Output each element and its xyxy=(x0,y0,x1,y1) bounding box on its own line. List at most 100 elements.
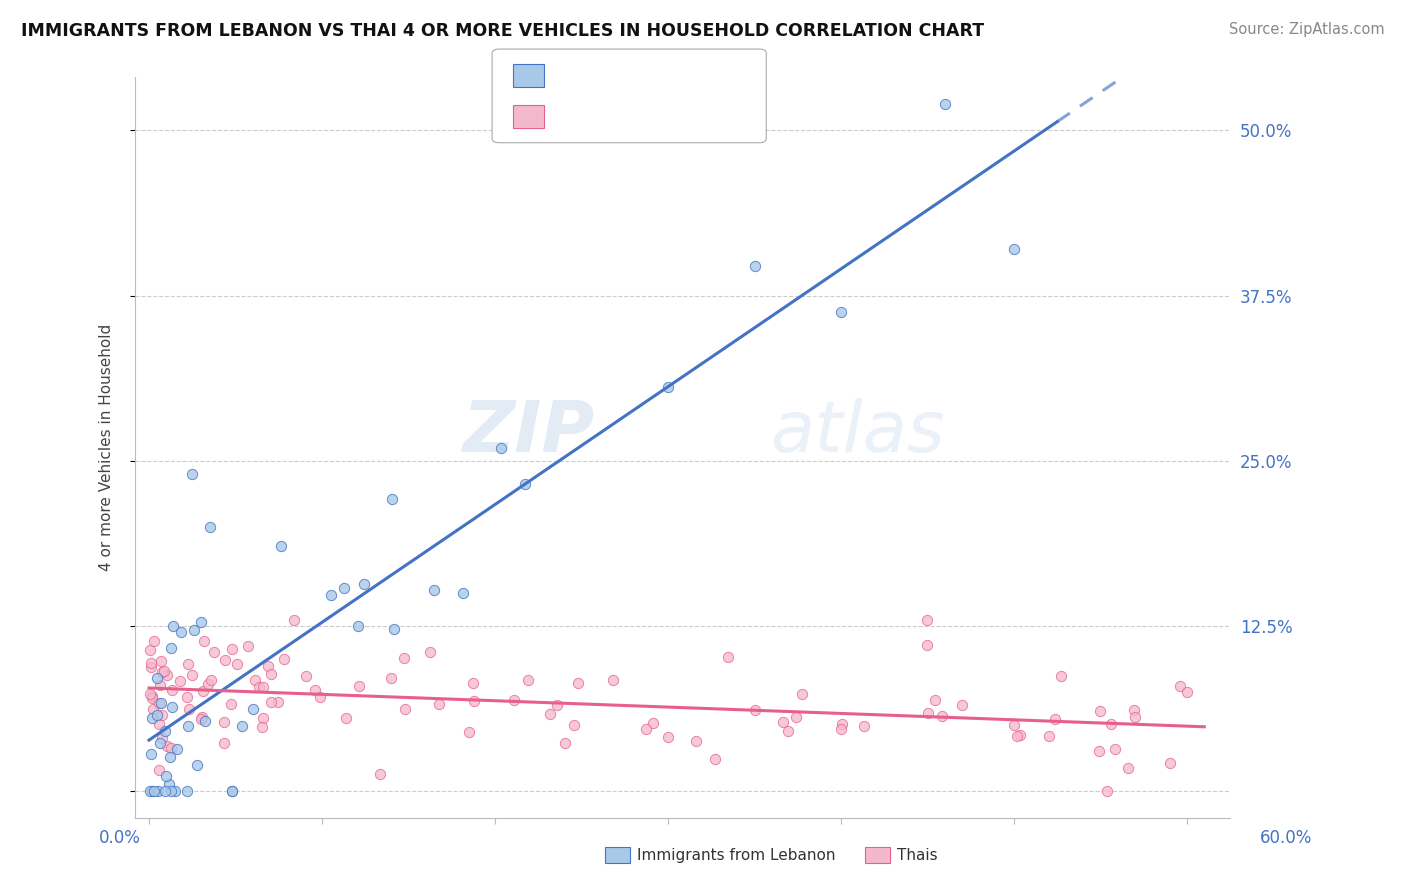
Point xyxy=(139,784,162,798)
Point xyxy=(150,707,173,722)
Point xyxy=(150,665,173,679)
Point xyxy=(1104,742,1126,756)
Point xyxy=(153,784,176,798)
Text: Thais: Thais xyxy=(897,848,938,863)
Point xyxy=(146,784,169,798)
Point xyxy=(191,683,214,698)
Point xyxy=(931,708,953,723)
Point xyxy=(546,698,568,713)
Y-axis label: 4 or more Vehicles in Household: 4 or more Vehicles in Household xyxy=(100,324,114,571)
Point xyxy=(219,697,242,711)
Point xyxy=(491,442,513,456)
Point xyxy=(540,707,562,722)
Point xyxy=(830,723,852,737)
Point xyxy=(1175,684,1198,698)
Point xyxy=(785,709,807,723)
Point xyxy=(214,714,236,729)
Point xyxy=(139,656,162,670)
Point xyxy=(149,678,172,692)
Point xyxy=(353,577,375,591)
Point xyxy=(1002,718,1025,732)
Point xyxy=(562,717,585,731)
Point xyxy=(1088,744,1111,758)
Point xyxy=(657,380,679,394)
Point xyxy=(1095,784,1118,798)
Point xyxy=(162,700,184,714)
Point xyxy=(194,714,217,728)
Point xyxy=(502,693,524,707)
Text: 60.0%: 60.0% xyxy=(1260,829,1313,847)
Point xyxy=(335,711,357,725)
Point xyxy=(516,673,538,687)
Point xyxy=(138,642,160,657)
Point xyxy=(347,679,370,693)
Point xyxy=(236,639,259,653)
Point xyxy=(141,691,163,706)
Point xyxy=(295,669,318,683)
Point xyxy=(602,673,624,687)
Point xyxy=(1118,761,1140,775)
Point xyxy=(149,697,172,711)
Point xyxy=(160,640,183,655)
Point xyxy=(141,784,163,798)
Point xyxy=(382,622,405,636)
Text: R = -0.313   N = 110: R = -0.313 N = 110 xyxy=(553,107,741,125)
Point xyxy=(190,615,212,629)
Point xyxy=(160,741,183,756)
Point xyxy=(1090,704,1112,718)
Point xyxy=(368,767,391,781)
Point xyxy=(243,673,266,687)
Point xyxy=(177,719,200,733)
Point xyxy=(157,777,180,791)
Point xyxy=(160,683,183,698)
Point xyxy=(138,688,160,702)
Point xyxy=(1123,710,1146,724)
Point xyxy=(159,750,181,764)
Point xyxy=(1050,669,1073,683)
Point xyxy=(830,305,852,319)
Point xyxy=(198,520,221,534)
Point xyxy=(181,467,204,482)
Text: Source: ZipAtlas.com: Source: ZipAtlas.com xyxy=(1229,22,1385,37)
Point xyxy=(142,633,165,648)
Point xyxy=(231,719,253,733)
Point xyxy=(190,709,212,723)
Point xyxy=(260,696,283,710)
Text: R =  0.702   N =  50: R = 0.702 N = 50 xyxy=(553,66,734,84)
Text: Immigrants from Lebanon: Immigrants from Lebanon xyxy=(637,848,835,863)
Point xyxy=(744,703,766,717)
Point xyxy=(283,613,305,627)
Point xyxy=(1002,242,1025,256)
Point xyxy=(143,784,166,798)
Point xyxy=(226,657,249,672)
Point xyxy=(394,702,416,716)
Point xyxy=(221,784,243,798)
Point xyxy=(202,645,225,659)
Point xyxy=(567,676,589,690)
Point xyxy=(333,581,356,595)
Point xyxy=(270,539,292,553)
Point xyxy=(176,657,198,672)
Text: atlas: atlas xyxy=(770,399,945,467)
Point xyxy=(170,625,193,640)
Point xyxy=(917,613,939,627)
Point xyxy=(150,731,173,745)
Point xyxy=(778,723,800,738)
Point xyxy=(156,667,179,681)
Point xyxy=(309,690,332,704)
Point xyxy=(160,784,183,798)
Point xyxy=(141,747,163,761)
Point xyxy=(772,715,794,730)
Point xyxy=(554,736,576,750)
Point xyxy=(924,693,946,707)
Point xyxy=(831,717,853,731)
Point xyxy=(346,619,368,633)
Point xyxy=(917,639,939,653)
Point xyxy=(190,712,212,726)
Point xyxy=(634,723,657,737)
Point xyxy=(176,690,198,704)
Text: IMMIGRANTS FROM LEBANON VS THAI 4 OR MORE VEHICLES IN HOUSEHOLD CORRELATION CHAR: IMMIGRANTS FROM LEBANON VS THAI 4 OR MOR… xyxy=(21,22,984,40)
Point xyxy=(319,588,342,602)
Point xyxy=(260,666,283,681)
Point xyxy=(1008,728,1031,742)
